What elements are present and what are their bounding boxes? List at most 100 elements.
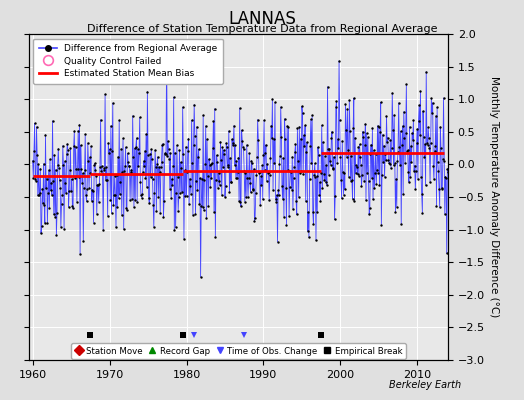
Point xyxy=(222,183,230,189)
Point xyxy=(366,205,374,211)
Point xyxy=(292,211,301,218)
Point xyxy=(389,127,397,133)
Point xyxy=(347,153,355,159)
Point xyxy=(358,172,366,178)
Point xyxy=(282,185,290,192)
Point xyxy=(43,220,51,226)
Point xyxy=(291,141,300,147)
Point xyxy=(280,214,288,220)
Point xyxy=(131,197,139,203)
Point xyxy=(223,164,232,170)
Point xyxy=(41,220,49,226)
Point xyxy=(227,179,236,186)
Point xyxy=(257,173,265,179)
Point xyxy=(278,183,286,190)
Point xyxy=(149,202,157,208)
Point xyxy=(123,150,132,156)
Point xyxy=(412,168,420,174)
Point xyxy=(380,174,389,180)
Point xyxy=(37,222,46,229)
Point xyxy=(252,190,260,197)
Point xyxy=(301,122,309,129)
Point xyxy=(239,146,248,152)
Point xyxy=(443,166,452,172)
Point xyxy=(243,175,252,181)
Point xyxy=(183,169,191,175)
Point xyxy=(268,96,277,102)
Point xyxy=(420,134,428,140)
Point xyxy=(124,159,133,166)
Point xyxy=(136,114,144,121)
Point xyxy=(314,144,322,150)
Point xyxy=(403,147,412,153)
Point xyxy=(401,130,410,136)
Point xyxy=(214,185,222,191)
Point xyxy=(284,124,292,130)
Point xyxy=(93,211,101,217)
Point xyxy=(83,186,91,192)
Point xyxy=(208,174,216,181)
Point xyxy=(142,131,150,137)
Point xyxy=(365,211,374,218)
Point xyxy=(34,161,42,168)
Point xyxy=(80,167,89,173)
Point xyxy=(383,113,391,119)
Point xyxy=(440,158,449,164)
Point xyxy=(75,121,84,128)
Point xyxy=(188,117,196,123)
Point xyxy=(151,164,160,171)
Point xyxy=(97,168,105,174)
Point xyxy=(288,154,297,160)
Point xyxy=(418,191,426,198)
Point xyxy=(359,134,368,140)
Point xyxy=(220,147,228,153)
Point xyxy=(205,156,213,162)
Point xyxy=(108,100,117,106)
Point xyxy=(231,142,239,148)
Point xyxy=(111,192,119,198)
Point xyxy=(32,124,41,130)
Point xyxy=(372,181,380,187)
Point xyxy=(418,210,427,216)
Point xyxy=(285,213,293,220)
Point xyxy=(289,175,298,181)
Point xyxy=(268,135,276,142)
Point xyxy=(186,182,194,189)
Point xyxy=(111,172,119,179)
Point xyxy=(332,98,341,104)
Point xyxy=(49,178,57,184)
Point xyxy=(375,123,383,130)
Point xyxy=(138,191,147,198)
Point xyxy=(274,239,282,245)
Point xyxy=(342,127,351,134)
Point xyxy=(381,157,390,163)
Point xyxy=(241,170,249,176)
Point xyxy=(64,146,72,153)
Point xyxy=(79,170,87,176)
Point xyxy=(326,158,334,164)
Point xyxy=(169,163,177,170)
Point xyxy=(366,150,375,157)
Point xyxy=(36,190,44,196)
Point xyxy=(392,176,400,182)
Point xyxy=(409,136,417,143)
Point xyxy=(174,207,182,214)
Point xyxy=(171,150,179,156)
Point xyxy=(194,146,203,152)
Point xyxy=(406,124,414,130)
Point xyxy=(337,195,346,202)
Point xyxy=(439,156,447,162)
Point xyxy=(327,135,335,141)
Point xyxy=(122,144,130,150)
Point xyxy=(141,175,150,182)
Point xyxy=(378,132,387,138)
Point xyxy=(376,128,384,135)
Point xyxy=(166,150,174,156)
Point xyxy=(34,192,42,198)
Point xyxy=(38,185,47,192)
Point xyxy=(350,198,358,204)
Point xyxy=(346,178,355,184)
Point xyxy=(360,178,368,184)
Point xyxy=(88,186,96,193)
Point xyxy=(154,154,162,160)
